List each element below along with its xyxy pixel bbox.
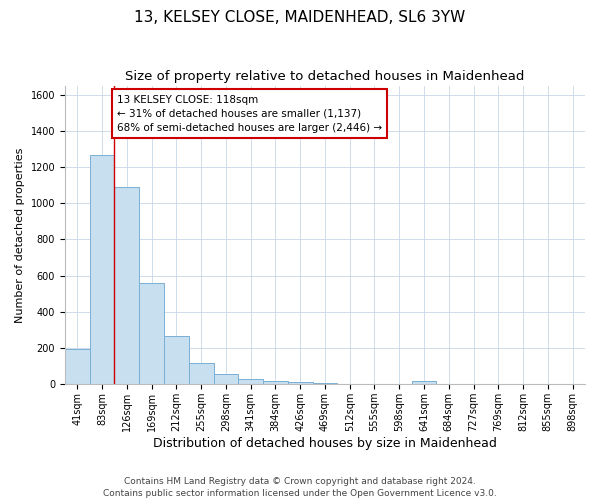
Bar [238, 379, 263, 384]
Bar [164, 336, 189, 384]
Bar [412, 380, 436, 384]
Title: Size of property relative to detached houses in Maidenhead: Size of property relative to detached ho… [125, 70, 524, 83]
Text: 13, KELSEY CLOSE, MAIDENHEAD, SL6 3YW: 13, KELSEY CLOSE, MAIDENHEAD, SL6 3YW [134, 10, 466, 25]
Bar [115, 187, 139, 384]
Bar [288, 382, 313, 384]
Bar [263, 380, 288, 384]
X-axis label: Distribution of detached houses by size in Maidenhead: Distribution of detached houses by size … [153, 437, 497, 450]
Bar [89, 156, 115, 384]
Bar [214, 374, 238, 384]
Bar [189, 362, 214, 384]
Text: Contains HM Land Registry data © Crown copyright and database right 2024.
Contai: Contains HM Land Registry data © Crown c… [103, 476, 497, 498]
Bar [65, 349, 89, 384]
Text: 13 KELSEY CLOSE: 118sqm
← 31% of detached houses are smaller (1,137)
68% of semi: 13 KELSEY CLOSE: 118sqm ← 31% of detache… [117, 94, 382, 132]
Bar [139, 283, 164, 384]
Y-axis label: Number of detached properties: Number of detached properties [15, 147, 25, 322]
